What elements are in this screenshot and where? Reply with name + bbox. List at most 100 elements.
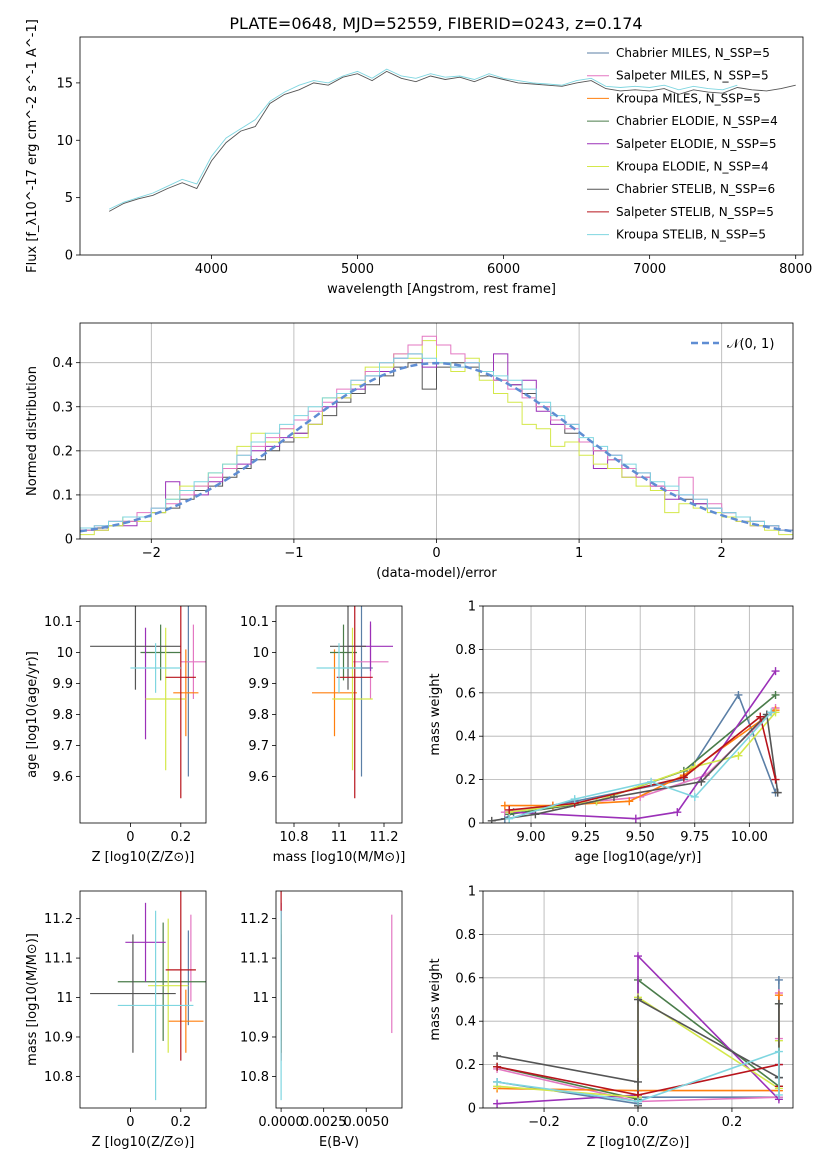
y-tick-label: 0.2 <box>455 1058 476 1073</box>
y-tick-label: 11 <box>56 991 73 1006</box>
x-axis-label: Z [log10(Z/Z⊙)] <box>92 1135 195 1150</box>
plot-area <box>483 606 793 823</box>
axes-frame <box>482 890 794 1109</box>
axes-frame <box>275 890 403 1109</box>
series-line <box>496 1050 780 1103</box>
y-tick-label: 10.9 <box>240 1030 269 1045</box>
data-point <box>634 952 642 961</box>
data-point <box>697 777 706 786</box>
legend-label: 𝒩(0, 1) <box>727 337 774 352</box>
panel-mass-weight-vs-Z: −0.2 0.0 0.2 0 0.2 0.4 0.6 0.8 1 Z [log10(Z/Z⊙)] m… <box>428 885 794 1150</box>
x-axis-label: mass [log10(M/M⊙)] <box>273 850 406 865</box>
x-axis-label: wavelength [Angstrom, rest frame] <box>327 282 556 297</box>
y-axis-label: Normed distribution <box>25 366 40 496</box>
legend-label: Salpeter MILES, N_SSP=5 <box>616 69 769 83</box>
y-tick-label: 9.8 <box>248 708 269 723</box>
series-line <box>109 68 738 210</box>
gauss-curve <box>80 361 793 533</box>
x-tick-label: 0 <box>126 1115 134 1130</box>
data-point <box>774 1090 783 1099</box>
data-point <box>771 775 780 784</box>
x-tick-label: 9.25 <box>571 830 600 845</box>
data-point <box>493 1077 502 1086</box>
y-tick-label: 9.9 <box>248 677 269 692</box>
y-axis-label: mass weight <box>428 958 443 1040</box>
legend-label: Chabrier MILES, N_SSP=5 <box>616 46 770 60</box>
y-tick-label: 5 <box>65 191 73 206</box>
x-axis-label: E(B-V) <box>319 1135 359 1150</box>
y-tick-label: 0.1 <box>52 488 73 503</box>
panel-age-vs-mass: 10.8 11 11.2 9.6 9.7 9.8 9.9 10 10.1 mass [log10(… <box>240 605 406 865</box>
x-axis-label: Z [log10(Z/Z⊙)] <box>587 1135 690 1150</box>
data-point <box>773 788 782 797</box>
axes-frame <box>79 890 207 1109</box>
x-tick-label: 4000 <box>195 262 228 277</box>
x-tick-label: 11 <box>331 830 348 845</box>
x-tick-label: 0.2 <box>170 830 191 845</box>
x-axis-label: age [log10(age/yr)] <box>575 850 702 865</box>
data-point <box>505 805 514 814</box>
x-tick-label: 0 <box>432 546 440 561</box>
data-point <box>690 792 699 801</box>
data-point <box>634 1077 642 1086</box>
legend-label: Kroupa STELIB, N_SSP=5 <box>616 228 766 242</box>
y-tick-label: 11.1 <box>44 952 73 967</box>
x-tick-label: 5000 <box>341 262 374 277</box>
x-tick-label: 0.0000 <box>258 1115 304 1130</box>
x-tick-label: 9.00 <box>517 830 546 845</box>
y-tick-label: 10.1 <box>44 615 73 630</box>
x-tick-label: 0.0050 <box>343 1115 389 1130</box>
plot-area <box>90 606 206 799</box>
y-tick-label: 10.9 <box>44 1030 73 1045</box>
data-point <box>487 816 496 823</box>
panel-residuals: −2 −1 0 1 2 0 0.1 0.2 0.3 0.4 (data-model)/error No… <box>25 322 794 581</box>
legend-label: Salpeter STELIB, N_SSP=5 <box>616 205 774 219</box>
y-tick-label: 0.8 <box>455 928 476 943</box>
data-point <box>625 797 634 806</box>
x-tick-label: −2 <box>142 546 161 561</box>
x-tick-label: 0.2 <box>722 1115 743 1130</box>
y-axis-label: Flux [f_λ10^-17 erg cm^-2 s^-1 A^-1] <box>25 19 40 273</box>
y-tick-label: 9.9 <box>52 677 73 692</box>
y-tick-label: 10 <box>252 646 269 661</box>
x-tick-label: 7000 <box>633 262 666 277</box>
y-tick-label: 0.6 <box>455 971 476 986</box>
data-point <box>771 690 780 699</box>
data-point <box>647 777 656 786</box>
x-tick-label: −1 <box>284 546 303 561</box>
series-line <box>108 70 796 212</box>
plot-area <box>80 323 793 539</box>
legend-label: Kroupa ELODIE, N_SSP=4 <box>616 160 769 174</box>
y-tick-label: 9.7 <box>52 739 73 754</box>
data-point <box>493 1051 502 1060</box>
data-point <box>493 1099 502 1108</box>
y-tick-label: 9.6 <box>52 770 73 785</box>
data-point <box>774 999 783 1008</box>
y-tick-label: 0.3 <box>52 400 73 415</box>
x-tick-label: 1 <box>575 546 583 561</box>
data-point <box>500 801 509 810</box>
y-tick-label: 0.8 <box>455 643 476 658</box>
y-axis-label: mass [log10(M/M⊙)] <box>25 933 40 1066</box>
y-tick-label: 0 <box>65 249 73 264</box>
data-point <box>631 814 640 823</box>
x-tick-label: 2 <box>718 546 726 561</box>
data-point <box>774 1047 783 1056</box>
figure-title: PLATE=0648, MJD=52559, FIBERID=0243, z=0… <box>229 14 642 33</box>
plot-area <box>280 891 393 1101</box>
y-tick-label: 0.2 <box>455 773 476 788</box>
panel-mass-weight-vs-age: 9.00 9.25 9.50 9.75 10.00 0 0.2 0.4 0.6 0.8 1 age [… <box>428 600 794 865</box>
series-line <box>491 712 779 822</box>
x-tick-label: 10.8 <box>280 830 309 845</box>
y-axis-label: mass weight <box>428 673 443 755</box>
panel-mass-vs-Z: 0 0.2 10.8 10.9 11 11.1 11.2 Z [log10(Z/Z⊙)] mas… <box>25 890 207 1150</box>
data-point <box>771 667 780 676</box>
axes-frame <box>79 322 794 540</box>
x-tick-label: 8000 <box>779 262 812 277</box>
data-point <box>679 773 688 782</box>
data-point <box>767 708 776 717</box>
panel-spectrum: 4000 5000 6000 7000 8000 0 5 10 15 wavelength [An… <box>25 19 812 297</box>
x-tick-label: −0.2 <box>528 1115 560 1130</box>
y-tick-label: 1 <box>468 885 476 900</box>
